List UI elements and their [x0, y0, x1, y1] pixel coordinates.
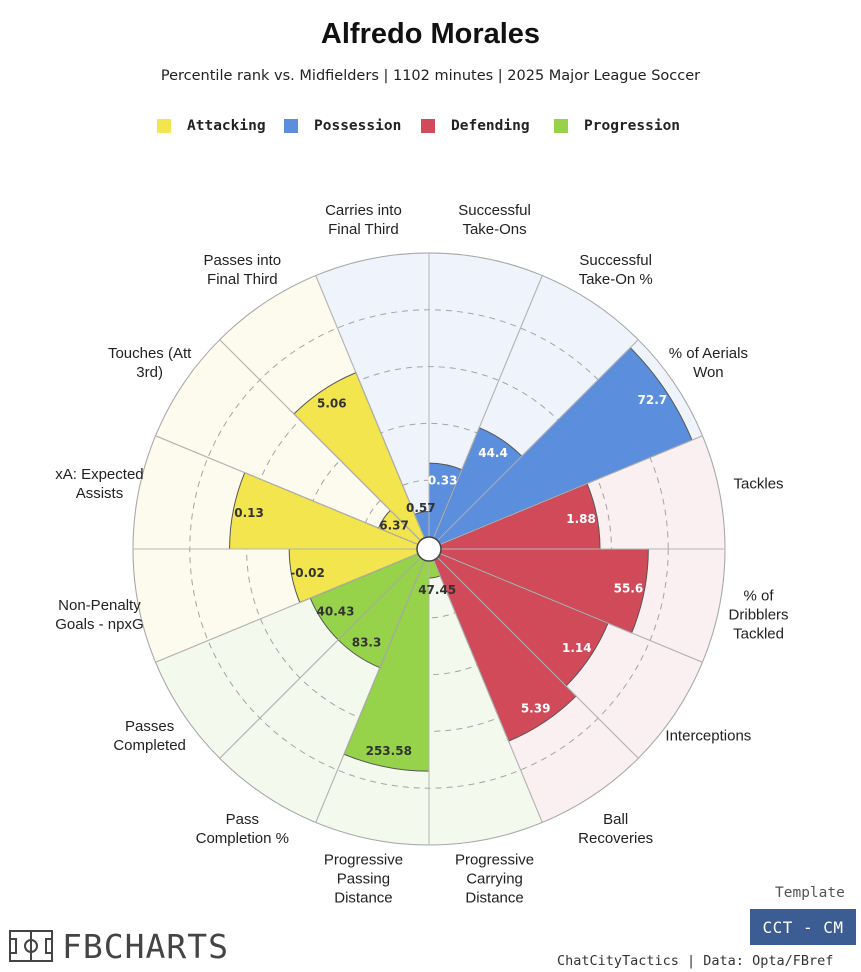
category-label-carries-into-final-third: Carries into Final Third	[325, 202, 402, 238]
value-label-non-penalty-goals-npxg: -0.02	[290, 566, 325, 580]
spoke-non-penalty-goals-npxg	[155, 548, 430, 663]
category-label-successful-take-ons: Successful Take-Ons	[458, 202, 531, 238]
value-label-interceptions: 1.14	[562, 641, 592, 655]
legend-swatch-possession	[284, 119, 298, 133]
value-label-of-aerials-won: 72.7	[638, 393, 668, 407]
category-label-progressive-passing-distance: Progressive Passing Distance	[324, 852, 403, 907]
value-label-successful-take-ons: 0.33	[428, 474, 458, 488]
chart-title: Alfredo Morales	[320, 18, 541, 50]
spoke-successful-take-on	[428, 275, 543, 550]
legend-swatch-attacking	[157, 119, 171, 133]
legend-swatch-defending	[421, 119, 435, 133]
category-label-touches-att-3rd: Touches (Att 3rd)	[108, 345, 192, 381]
value-label-passes-completed: 40.43	[317, 604, 355, 618]
legend-label-possession: Possession	[314, 118, 402, 134]
category-label-successful-take-on: Successful Take-On %	[579, 252, 653, 288]
spoke-tackles	[428, 435, 703, 550]
center-circle	[416, 536, 442, 562]
value-label-of-dribblers-tackled: 55.6	[614, 582, 644, 596]
spoke-pass-completion	[315, 548, 430, 823]
value-label-carries-into-final-third: 0.57	[406, 501, 436, 515]
category-label-interceptions: Interceptions	[665, 728, 751, 745]
template-label: Template	[775, 885, 845, 901]
value-label-ball-recoveries: 5.39	[521, 702, 551, 716]
template-badge: CCT - CM	[750, 909, 856, 945]
legend-item-progression: Progression	[554, 118, 680, 134]
brand-name: FBCHARTS	[62, 926, 229, 966]
pitch-icon	[9, 930, 53, 962]
value-label-touches-att-3rd: 6.37	[379, 519, 409, 533]
value-label-pass-completion: 83.3	[352, 635, 382, 649]
category-label-tackles: Tackles	[734, 475, 784, 492]
legend-label-progression: Progression	[584, 118, 681, 134]
category-label-pass-completion: Pass Completion %	[196, 811, 289, 847]
category-label-xa-expected-assists: xA: Expected Assists	[55, 466, 143, 502]
value-label-progressive-passing-distance: 253.58	[366, 744, 412, 758]
legend-item-possession: Possession	[284, 118, 401, 134]
category-label-of-aerials-won: % of Aerials Won	[669, 345, 748, 381]
legend-item-defending: Defending	[421, 118, 530, 134]
legend: Attacking Possession Defending Progressi…	[0, 118, 861, 138]
data-credit: ChatCityTactics | Data: Opta/FBref	[557, 953, 834, 969]
spoke-passes-completed	[219, 548, 430, 759]
category-label-passes-completed: Passes Completed	[113, 718, 186, 754]
legend-label-defending: Defending	[451, 118, 530, 134]
legend-label-attacking: Attacking	[187, 118, 266, 134]
spoke-progressive-carrying-distance	[428, 548, 543, 823]
legend-swatch-progression	[554, 119, 568, 133]
spoke-of-aerials-won	[428, 339, 639, 550]
spoke-touches-att-3rd	[155, 435, 430, 550]
spoke-interceptions	[428, 548, 703, 663]
spoke-ball-recoveries	[428, 548, 639, 759]
spoke-passes-into-final-third	[219, 339, 430, 550]
value-label-passes-into-final-third: 5.06	[317, 397, 347, 411]
legend-item-attacking: Attacking	[157, 118, 266, 134]
value-label-successful-take-on: 44.4	[478, 446, 508, 460]
category-label-of-dribblers-tackled: % of Dribblers Tackled	[729, 588, 789, 643]
category-label-progressive-carrying-distance: Progressive Carrying Distance	[455, 852, 534, 907]
spoke-carries-into-final-third	[315, 275, 430, 550]
category-label-passes-into-final-third: Passes into Final Third	[204, 252, 282, 288]
category-label-ball-recoveries: Ball Recoveries	[578, 811, 653, 847]
category-label-non-penalty-goals-npxg: Non-Penalty Goals - npxG	[55, 597, 143, 633]
brand-logo: FBCHARTS	[8, 928, 229, 964]
value-label-xa-expected-assists: 0.13	[234, 506, 264, 520]
chart-subtitle: Percentile rank vs. Midfielders | 1102 m…	[160, 68, 701, 84]
value-label-progressive-carrying-distance: 47.45	[418, 583, 456, 597]
value-label-tackles: 1.88	[566, 512, 596, 526]
